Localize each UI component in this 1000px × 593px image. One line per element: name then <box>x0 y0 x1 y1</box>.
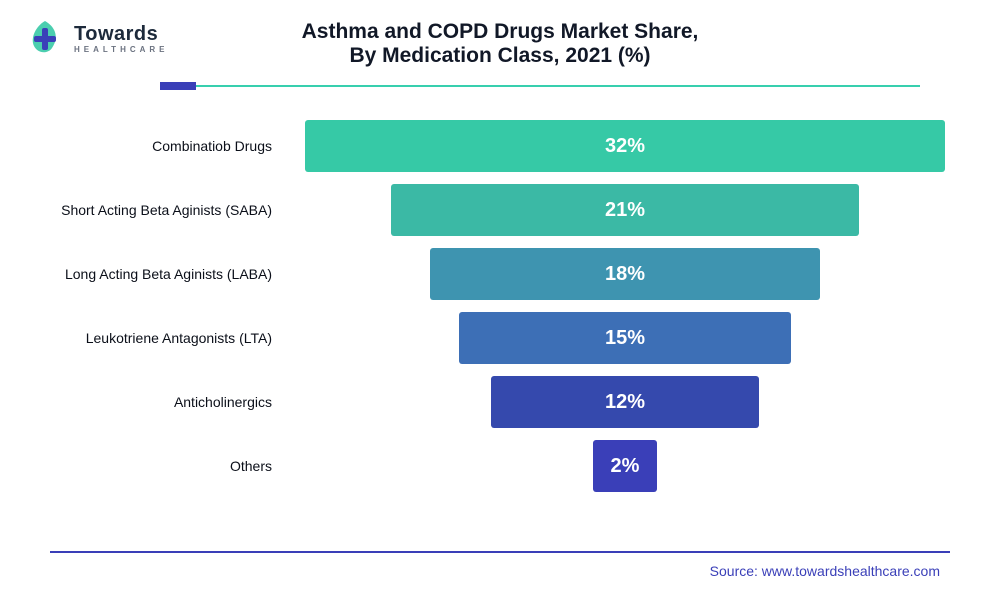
funnel-bar-zone: 32% <box>290 120 960 172</box>
header-divider <box>120 82 920 92</box>
funnel-bar: 12% <box>491 376 760 428</box>
funnel-bar: 32% <box>305 120 945 172</box>
funnel-row: Others 2% <box>0 440 1000 492</box>
funnel-row-label: Anticholinergics <box>0 394 290 410</box>
source-attribution: Source: www.towardshealthcare.com <box>710 563 940 579</box>
funnel-bar-value: 21% <box>605 199 645 222</box>
funnel-bar: 2% <box>593 440 657 492</box>
funnel-row: Combinatiob Drugs 32% <box>0 120 1000 172</box>
funnel-bar-zone: 15% <box>290 312 960 364</box>
header-divider-line <box>196 85 920 87</box>
funnel-row-label: Long Acting Beta Aginists (LABA) <box>0 266 290 282</box>
funnel-bar-value: 18% <box>605 263 645 286</box>
chart-title: Asthma and COPD Drugs Market Share, By M… <box>0 20 1000 68</box>
funnel-bar-zone: 21% <box>290 184 960 236</box>
funnel-chart: Combinatiob Drugs 32% Short Acting Beta Ag… <box>0 120 1000 530</box>
funnel-row-label: Short Acting Beta Aginists (SABA) <box>0 202 290 218</box>
funnel-row-label: Leukotriene Antagonists (LTA) <box>0 330 290 346</box>
funnel-row-label: Combinatiob Drugs <box>0 138 290 154</box>
funnel-bar-zone: 18% <box>290 248 960 300</box>
funnel-bar-value: 32% <box>605 135 645 158</box>
funnel-bar: 18% <box>430 248 820 300</box>
title-line-1: Asthma and COPD Drugs Market Share, <box>0 20 1000 44</box>
funnel-bar: 15% <box>459 312 792 364</box>
funnel-bar-zone: 2% <box>290 440 960 492</box>
funnel-row: Short Acting Beta Aginists (SABA) 21% <box>0 184 1000 236</box>
funnel-bar-zone: 12% <box>290 376 960 428</box>
funnel-bar-value: 12% <box>605 391 645 414</box>
header-divider-accent <box>160 82 196 90</box>
funnel-bar: 21% <box>391 184 858 236</box>
footer-divider <box>50 551 950 553</box>
funnel-bar-value: 2% <box>611 455 640 478</box>
funnel-row-label: Others <box>0 458 290 474</box>
funnel-row: Anticholinergics 12% <box>0 376 1000 428</box>
funnel-row: Long Acting Beta Aginists (LABA) 18% <box>0 248 1000 300</box>
funnel-row: Leukotriene Antagonists (LTA) 15% <box>0 312 1000 364</box>
title-line-2: By Medication Class, 2021 (%) <box>0 44 1000 68</box>
infographic-canvas: Towards HEALTHCARE Asthma and COPD Drugs… <box>0 0 1000 593</box>
funnel-bar-value: 15% <box>605 327 645 350</box>
